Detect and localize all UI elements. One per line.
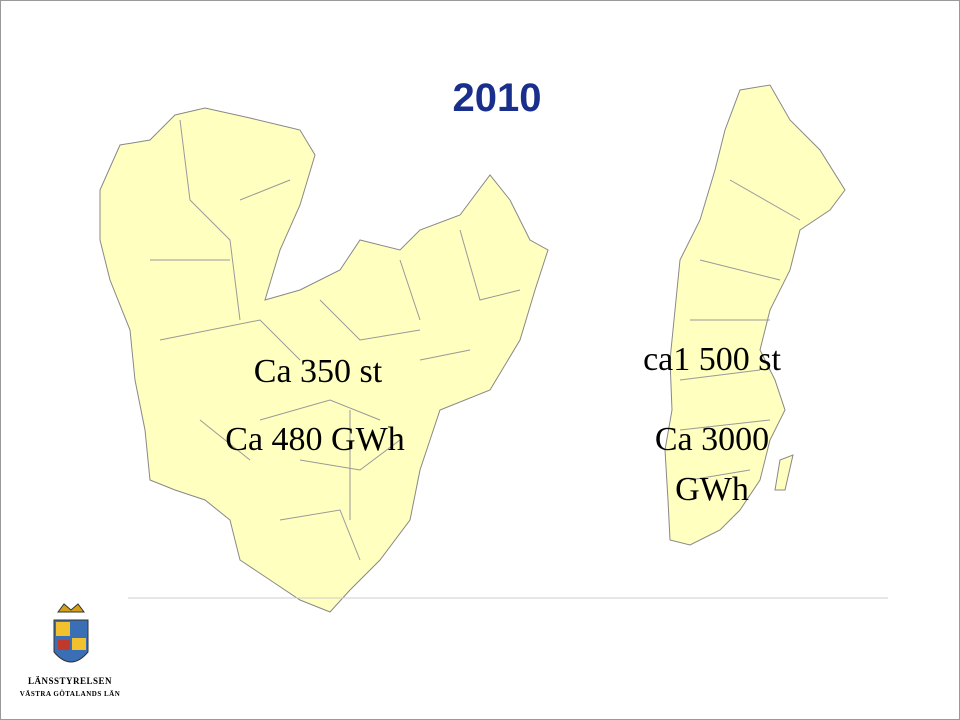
country-outline: [664, 84, 846, 546]
left-count: Ca 350 st: [253, 353, 383, 390]
right-energy: Ca 3000 GWh: [654, 421, 770, 508]
county-borders: [679, 179, 801, 481]
right-count: ca1 500 st: [643, 341, 781, 378]
title: 2010: [452, 76, 542, 120]
left-map: [99, 107, 549, 613]
logo-region: VÄSTRA GÖTALANDS LÄN: [19, 690, 121, 698]
region-outline: [99, 107, 549, 613]
island: [774, 454, 794, 491]
right-map: [664, 84, 846, 546]
logo-emblem: [53, 603, 89, 663]
municipality-borders: [150, 119, 521, 561]
left-energy: Ca 480 GWh: [225, 421, 405, 458]
logo-name: LÄNSSTYRELSEN: [27, 676, 113, 686]
